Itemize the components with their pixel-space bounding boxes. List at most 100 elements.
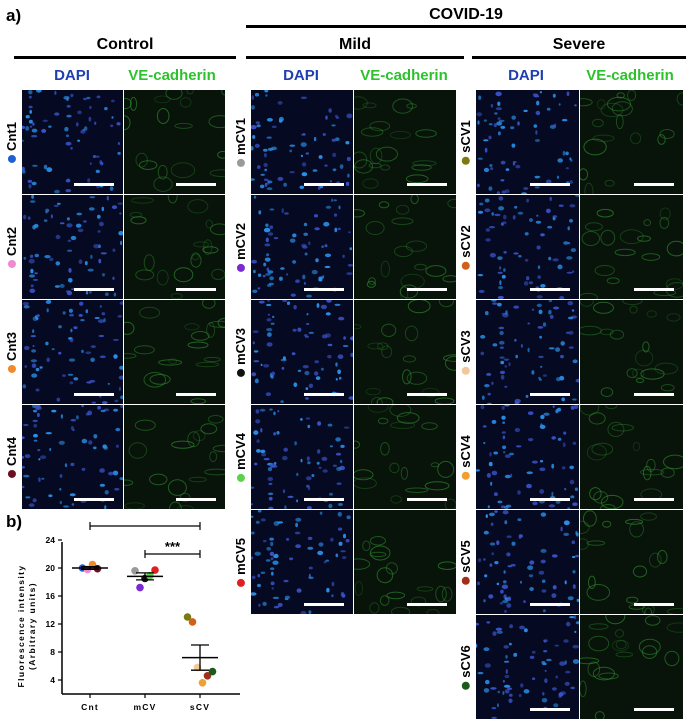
group-rule-severe — [472, 56, 686, 59]
group-title-control: Control — [96, 36, 154, 53]
sample-dot-icon — [6, 364, 15, 373]
row-label-scv3: sCV3 — [457, 330, 472, 375]
ve-cadherin-image-cnt2 — [124, 195, 225, 299]
row-label-cnt1: Cnt1 — [3, 122, 18, 163]
group-title-mild: Mild — [339, 36, 371, 53]
dapi-image-cnt2 — [22, 195, 123, 299]
scale-bar — [304, 603, 344, 606]
panel-a-letter: a) — [6, 6, 22, 25]
stain-dapi-mild: DAPI — [283, 67, 319, 84]
dapi-image-scv2 — [476, 195, 579, 299]
sample-dot-icon — [235, 368, 244, 377]
ve-cadherin-image-cnt3 — [124, 300, 225, 404]
sample-dot-icon — [460, 576, 469, 585]
sample-dot-icon — [460, 681, 469, 690]
scale-bar — [407, 393, 447, 396]
y-tick-label: 24 — [46, 535, 56, 545]
dapi-image-cnt1 — [22, 90, 123, 194]
row-label-text: sCV2 — [457, 224, 473, 258]
scale-bar — [530, 288, 570, 291]
row-label-text: Cnt2 — [3, 226, 19, 256]
sample-dot-icon — [6, 469, 15, 478]
sample-dot-icon — [460, 156, 469, 165]
ve-cadherin-image-scv6 — [580, 615, 683, 719]
scale-bar — [530, 498, 570, 501]
dapi-image-mcv4 — [251, 405, 353, 509]
scale-bar — [176, 393, 216, 396]
row-label-text: mCV3 — [232, 327, 248, 365]
scale-bar — [304, 498, 344, 501]
scale-bar — [407, 183, 447, 186]
dapi-image-cnt4 — [22, 405, 123, 509]
row-label-text: mCV4 — [232, 432, 248, 470]
scale-bar — [634, 288, 674, 291]
row-label-text: Cnt3 — [3, 331, 19, 361]
sample-dot-icon — [235, 158, 244, 167]
sample-dot-icon — [460, 261, 469, 270]
data-point-scv — [203, 672, 212, 680]
scale-bar — [74, 183, 114, 186]
stain-ve-severe: VE-cadherin — [586, 67, 674, 84]
scale-bar — [634, 393, 674, 396]
x-tick-label-cnt: Cnt — [81, 702, 99, 712]
sample-dot-icon — [460, 366, 469, 375]
dapi-image-scv5 — [476, 510, 579, 614]
y-tick-label: 4 — [50, 675, 55, 685]
stain-dapi-severe: DAPI — [508, 67, 544, 84]
row-label-text: mCV1 — [232, 117, 248, 155]
scale-bar — [634, 708, 674, 711]
scale-bar — [530, 603, 570, 606]
data-point-scv — [188, 618, 197, 626]
group-rule-control — [14, 56, 236, 59]
scale-bar — [530, 183, 570, 186]
y-tick-label: 20 — [46, 563, 56, 573]
row-label-scv6: sCV6 — [457, 645, 472, 690]
ve-cadherin-image-scv3 — [580, 300, 683, 404]
row-label-text: Cnt1 — [3, 121, 19, 151]
dapi-image-cnt3 — [22, 300, 123, 404]
row-label-text: sCV5 — [457, 539, 473, 573]
covid-title: COVID-19 — [429, 6, 503, 23]
sample-dot-icon — [6, 259, 15, 268]
row-label-mcv1: mCV1 — [232, 118, 247, 167]
ve-cadherin-image-scv2 — [580, 195, 683, 299]
ve-cadherin-image-scv4 — [580, 405, 683, 509]
ve-cadherin-image-cnt4 — [124, 405, 225, 509]
y-axis-label-line-2: (Arbitrary units) — [27, 582, 37, 670]
ve-cadherin-image-cnt1 — [124, 90, 225, 194]
row-label-cnt4: Cnt4 — [3, 437, 18, 478]
row-label-cnt2: Cnt2 — [3, 227, 18, 268]
group-rule-mild — [246, 56, 464, 59]
scale-bar — [176, 498, 216, 501]
scale-bar — [407, 603, 447, 606]
stain-ve-mild: VE-cadherin — [360, 67, 448, 84]
ve-cadherin-image-scv5 — [580, 510, 683, 614]
covid-rule — [246, 25, 686, 28]
dapi-image-mcv5 — [251, 510, 353, 614]
sample-dot-icon — [235, 263, 244, 272]
scale-bar — [304, 288, 344, 291]
dapi-image-mcv2 — [251, 195, 353, 299]
scale-bar — [176, 288, 216, 291]
scale-bar — [634, 183, 674, 186]
scale-bar — [530, 393, 570, 396]
ve-cadherin-image-mcv1 — [354, 90, 456, 194]
scale-bar — [74, 393, 114, 396]
panel-b-letter: b) — [6, 512, 23, 531]
dapi-image-mcv3 — [251, 300, 353, 404]
scale-bar — [407, 498, 447, 501]
dapi-image-scv4 — [476, 405, 579, 509]
sample-dot-icon — [235, 473, 244, 482]
y-tick-label: 16 — [46, 591, 56, 601]
dapi-image-scv3 — [476, 300, 579, 404]
sample-dot-icon — [460, 471, 469, 480]
row-label-text: sCV4 — [457, 434, 473, 468]
row-label-scv2: sCV2 — [457, 225, 472, 270]
dapi-image-mcv1 — [251, 90, 353, 194]
stain-dapi-control: DAPI — [54, 67, 90, 84]
scale-bar — [74, 498, 114, 501]
row-label-mcv3: mCV3 — [232, 328, 247, 377]
row-label-text: sCV3 — [457, 329, 473, 363]
data-point-mcv — [151, 566, 159, 574]
dapi-image-scv1 — [476, 90, 579, 194]
